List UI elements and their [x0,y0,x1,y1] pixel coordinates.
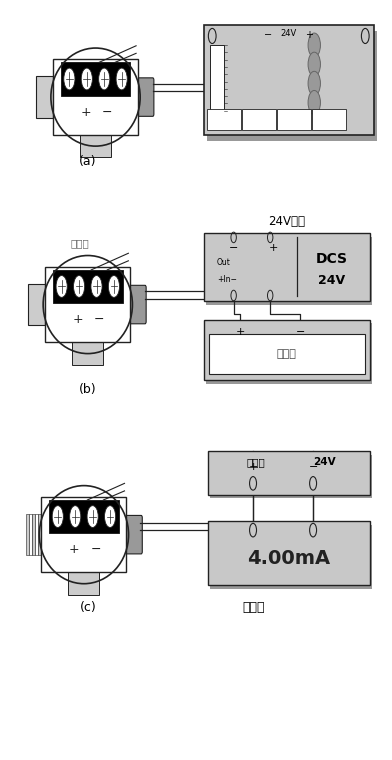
Text: +: + [249,462,258,472]
Text: −: − [309,462,318,472]
Circle shape [116,68,127,90]
FancyBboxPatch shape [206,236,372,305]
Text: 变送器: 变送器 [71,238,89,248]
FancyBboxPatch shape [208,451,370,495]
Text: +: + [305,30,313,40]
Text: 24V: 24V [281,29,297,38]
Text: (a): (a) [79,155,96,168]
FancyBboxPatch shape [49,500,119,534]
FancyBboxPatch shape [69,572,100,595]
Circle shape [56,276,67,297]
FancyBboxPatch shape [26,514,29,556]
FancyBboxPatch shape [28,283,45,325]
Text: +: + [80,106,91,119]
Circle shape [308,33,320,57]
Text: −: − [102,106,113,119]
FancyBboxPatch shape [45,267,130,342]
FancyBboxPatch shape [36,76,53,118]
FancyBboxPatch shape [204,320,370,380]
FancyBboxPatch shape [35,514,38,556]
FancyBboxPatch shape [61,62,131,96]
Circle shape [308,90,320,115]
Circle shape [91,276,102,297]
FancyBboxPatch shape [125,515,142,554]
FancyBboxPatch shape [209,334,365,374]
Circle shape [74,276,85,297]
FancyBboxPatch shape [210,45,224,111]
Text: (c): (c) [80,601,96,614]
Text: (b): (b) [79,382,96,395]
FancyBboxPatch shape [137,78,154,116]
Circle shape [70,505,81,527]
Text: Out: Out [217,258,231,267]
Text: +: + [269,243,278,253]
FancyBboxPatch shape [208,521,370,585]
FancyBboxPatch shape [206,324,372,384]
Circle shape [99,68,110,90]
FancyBboxPatch shape [129,285,146,324]
Circle shape [52,505,64,527]
Text: +In−: +In− [217,274,237,283]
Text: −: − [229,243,238,253]
FancyBboxPatch shape [210,525,372,589]
Text: 安全栅: 安全栅 [247,457,266,467]
FancyBboxPatch shape [80,135,111,157]
Text: +: + [73,313,83,326]
Circle shape [87,505,98,527]
FancyBboxPatch shape [242,109,276,129]
FancyBboxPatch shape [29,514,32,556]
Text: +: + [236,328,245,337]
Text: 24V: 24V [313,457,336,467]
FancyBboxPatch shape [210,454,372,499]
FancyBboxPatch shape [32,514,35,556]
Text: 4.00mA: 4.00mA [247,549,330,568]
Text: −: − [296,328,305,337]
Text: +: + [69,543,80,556]
Text: 显示器: 显示器 [277,349,297,359]
Text: 24V电源: 24V电源 [268,215,305,228]
Circle shape [308,71,320,96]
FancyBboxPatch shape [207,109,241,129]
Circle shape [108,276,120,297]
FancyBboxPatch shape [53,59,138,135]
Circle shape [64,68,75,90]
Circle shape [81,68,93,90]
FancyBboxPatch shape [312,109,346,129]
Text: DCS: DCS [316,252,348,266]
FancyBboxPatch shape [207,31,377,141]
Text: −: − [90,543,101,556]
FancyBboxPatch shape [53,270,123,303]
FancyBboxPatch shape [73,342,103,365]
Circle shape [308,52,320,76]
FancyBboxPatch shape [277,109,311,129]
Text: 24V: 24V [318,274,345,287]
FancyBboxPatch shape [204,233,370,301]
FancyBboxPatch shape [42,497,127,572]
Text: −: − [264,30,272,40]
Circle shape [105,505,116,527]
FancyBboxPatch shape [38,514,42,556]
Text: −: − [94,313,105,326]
FancyBboxPatch shape [204,25,374,135]
Text: 电流表: 电流表 [243,601,265,614]
